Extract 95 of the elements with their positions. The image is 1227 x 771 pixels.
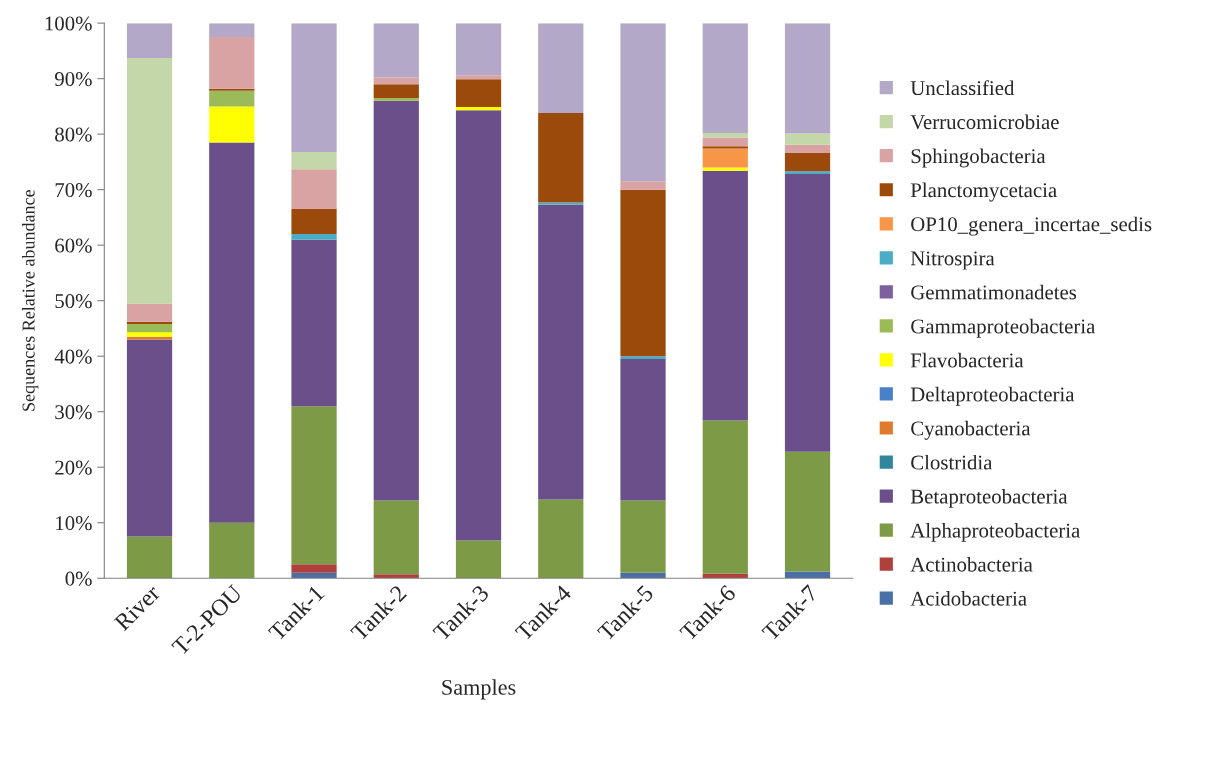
bar xyxy=(538,499,584,579)
bar xyxy=(702,170,748,421)
bar xyxy=(126,536,173,579)
bar xyxy=(455,75,502,80)
bar xyxy=(126,58,173,304)
y-tick-label: 30% xyxy=(55,405,92,420)
y-tick-label: 90% xyxy=(54,72,92,87)
bar xyxy=(702,420,748,574)
bar xyxy=(620,356,666,359)
bar xyxy=(373,84,419,99)
legend-label: Deltaproteobacteria xyxy=(910,386,1075,406)
bar xyxy=(784,451,831,572)
bar xyxy=(373,77,419,85)
y-tick-label: 70% xyxy=(55,183,92,198)
y-tick-label: 10% xyxy=(56,516,92,531)
bar xyxy=(784,133,831,145)
bar xyxy=(126,324,173,333)
legend-label: Clostridia xyxy=(911,454,993,470)
y-tick-label: 20% xyxy=(55,460,92,475)
legend-label: Acidobacteria xyxy=(910,590,1027,606)
bar xyxy=(126,23,173,59)
bar xyxy=(209,142,255,523)
bar xyxy=(209,37,255,89)
legend-label: Unclassified xyxy=(910,80,1015,96)
bar xyxy=(784,571,831,579)
bar xyxy=(538,113,584,203)
bar xyxy=(538,23,584,114)
legend-label: Flavobacteria xyxy=(910,352,1024,368)
bar xyxy=(784,171,831,175)
x-axis-title: Samples xyxy=(442,679,516,700)
bar xyxy=(373,23,419,78)
bar xyxy=(209,88,255,91)
bar xyxy=(620,189,666,357)
bar xyxy=(209,23,255,38)
bar xyxy=(455,110,502,541)
bar xyxy=(291,169,337,210)
bar xyxy=(373,574,419,579)
bar xyxy=(291,234,337,240)
bar xyxy=(784,153,831,172)
bar xyxy=(373,100,419,501)
bar xyxy=(784,174,831,452)
bar xyxy=(620,181,666,190)
bar xyxy=(784,23,831,134)
legend-label: Sphingobacteria xyxy=(911,148,1046,168)
bar xyxy=(126,321,173,325)
bar xyxy=(373,500,419,575)
bar xyxy=(702,573,748,579)
bar xyxy=(538,204,584,500)
legend-label: Verrucomicrobiae xyxy=(910,114,1059,130)
bar xyxy=(291,406,337,565)
legend-label: Betaproteobacteria xyxy=(910,488,1068,508)
y-tick-label: 80% xyxy=(55,127,92,142)
bar xyxy=(620,500,666,573)
bar xyxy=(291,151,337,170)
bar xyxy=(620,572,666,579)
y-tick-label: 50% xyxy=(55,294,92,309)
bar xyxy=(620,358,666,501)
y-tick-label: 100% xyxy=(45,16,92,31)
y-tick-label: 40% xyxy=(54,349,92,364)
legend-label: Gammaproteobacteria xyxy=(911,318,1096,338)
legend-label: Nitrospira xyxy=(910,251,995,270)
legend-label: Planctomycetacia xyxy=(910,182,1057,202)
legend-label: Alphaproteobacteria xyxy=(910,522,1081,542)
bar xyxy=(702,148,748,168)
bar xyxy=(291,23,337,152)
bar xyxy=(702,23,748,134)
bar xyxy=(209,90,255,107)
bar xyxy=(126,303,173,322)
legend-label: Actinobacteria xyxy=(910,556,1033,572)
bar xyxy=(455,540,502,579)
bar xyxy=(291,564,337,573)
bar xyxy=(126,336,173,340)
legend-label: Gemmatimonadetes xyxy=(911,284,1077,300)
bar xyxy=(291,572,337,579)
bar xyxy=(455,23,502,76)
bar xyxy=(702,167,748,171)
bar xyxy=(291,209,337,235)
legend-label: Cyanobacteria xyxy=(911,420,1031,440)
legend-label: OP10_genera_incertae_sedis xyxy=(911,216,1152,236)
bar xyxy=(702,133,748,138)
bar xyxy=(209,106,255,143)
y-tick-label: 60% xyxy=(55,238,92,253)
bar xyxy=(702,146,748,149)
y-axis-title: Sequences Relative abundance xyxy=(21,190,39,411)
bar xyxy=(702,137,748,147)
y-tick-label: 0% xyxy=(65,571,92,586)
bar xyxy=(291,239,337,407)
bar xyxy=(455,79,502,107)
bar xyxy=(784,144,831,154)
bar xyxy=(538,202,584,205)
bar xyxy=(209,522,255,579)
bar xyxy=(620,23,666,182)
bar xyxy=(126,339,173,537)
bar xyxy=(126,332,173,337)
bar xyxy=(373,98,419,101)
